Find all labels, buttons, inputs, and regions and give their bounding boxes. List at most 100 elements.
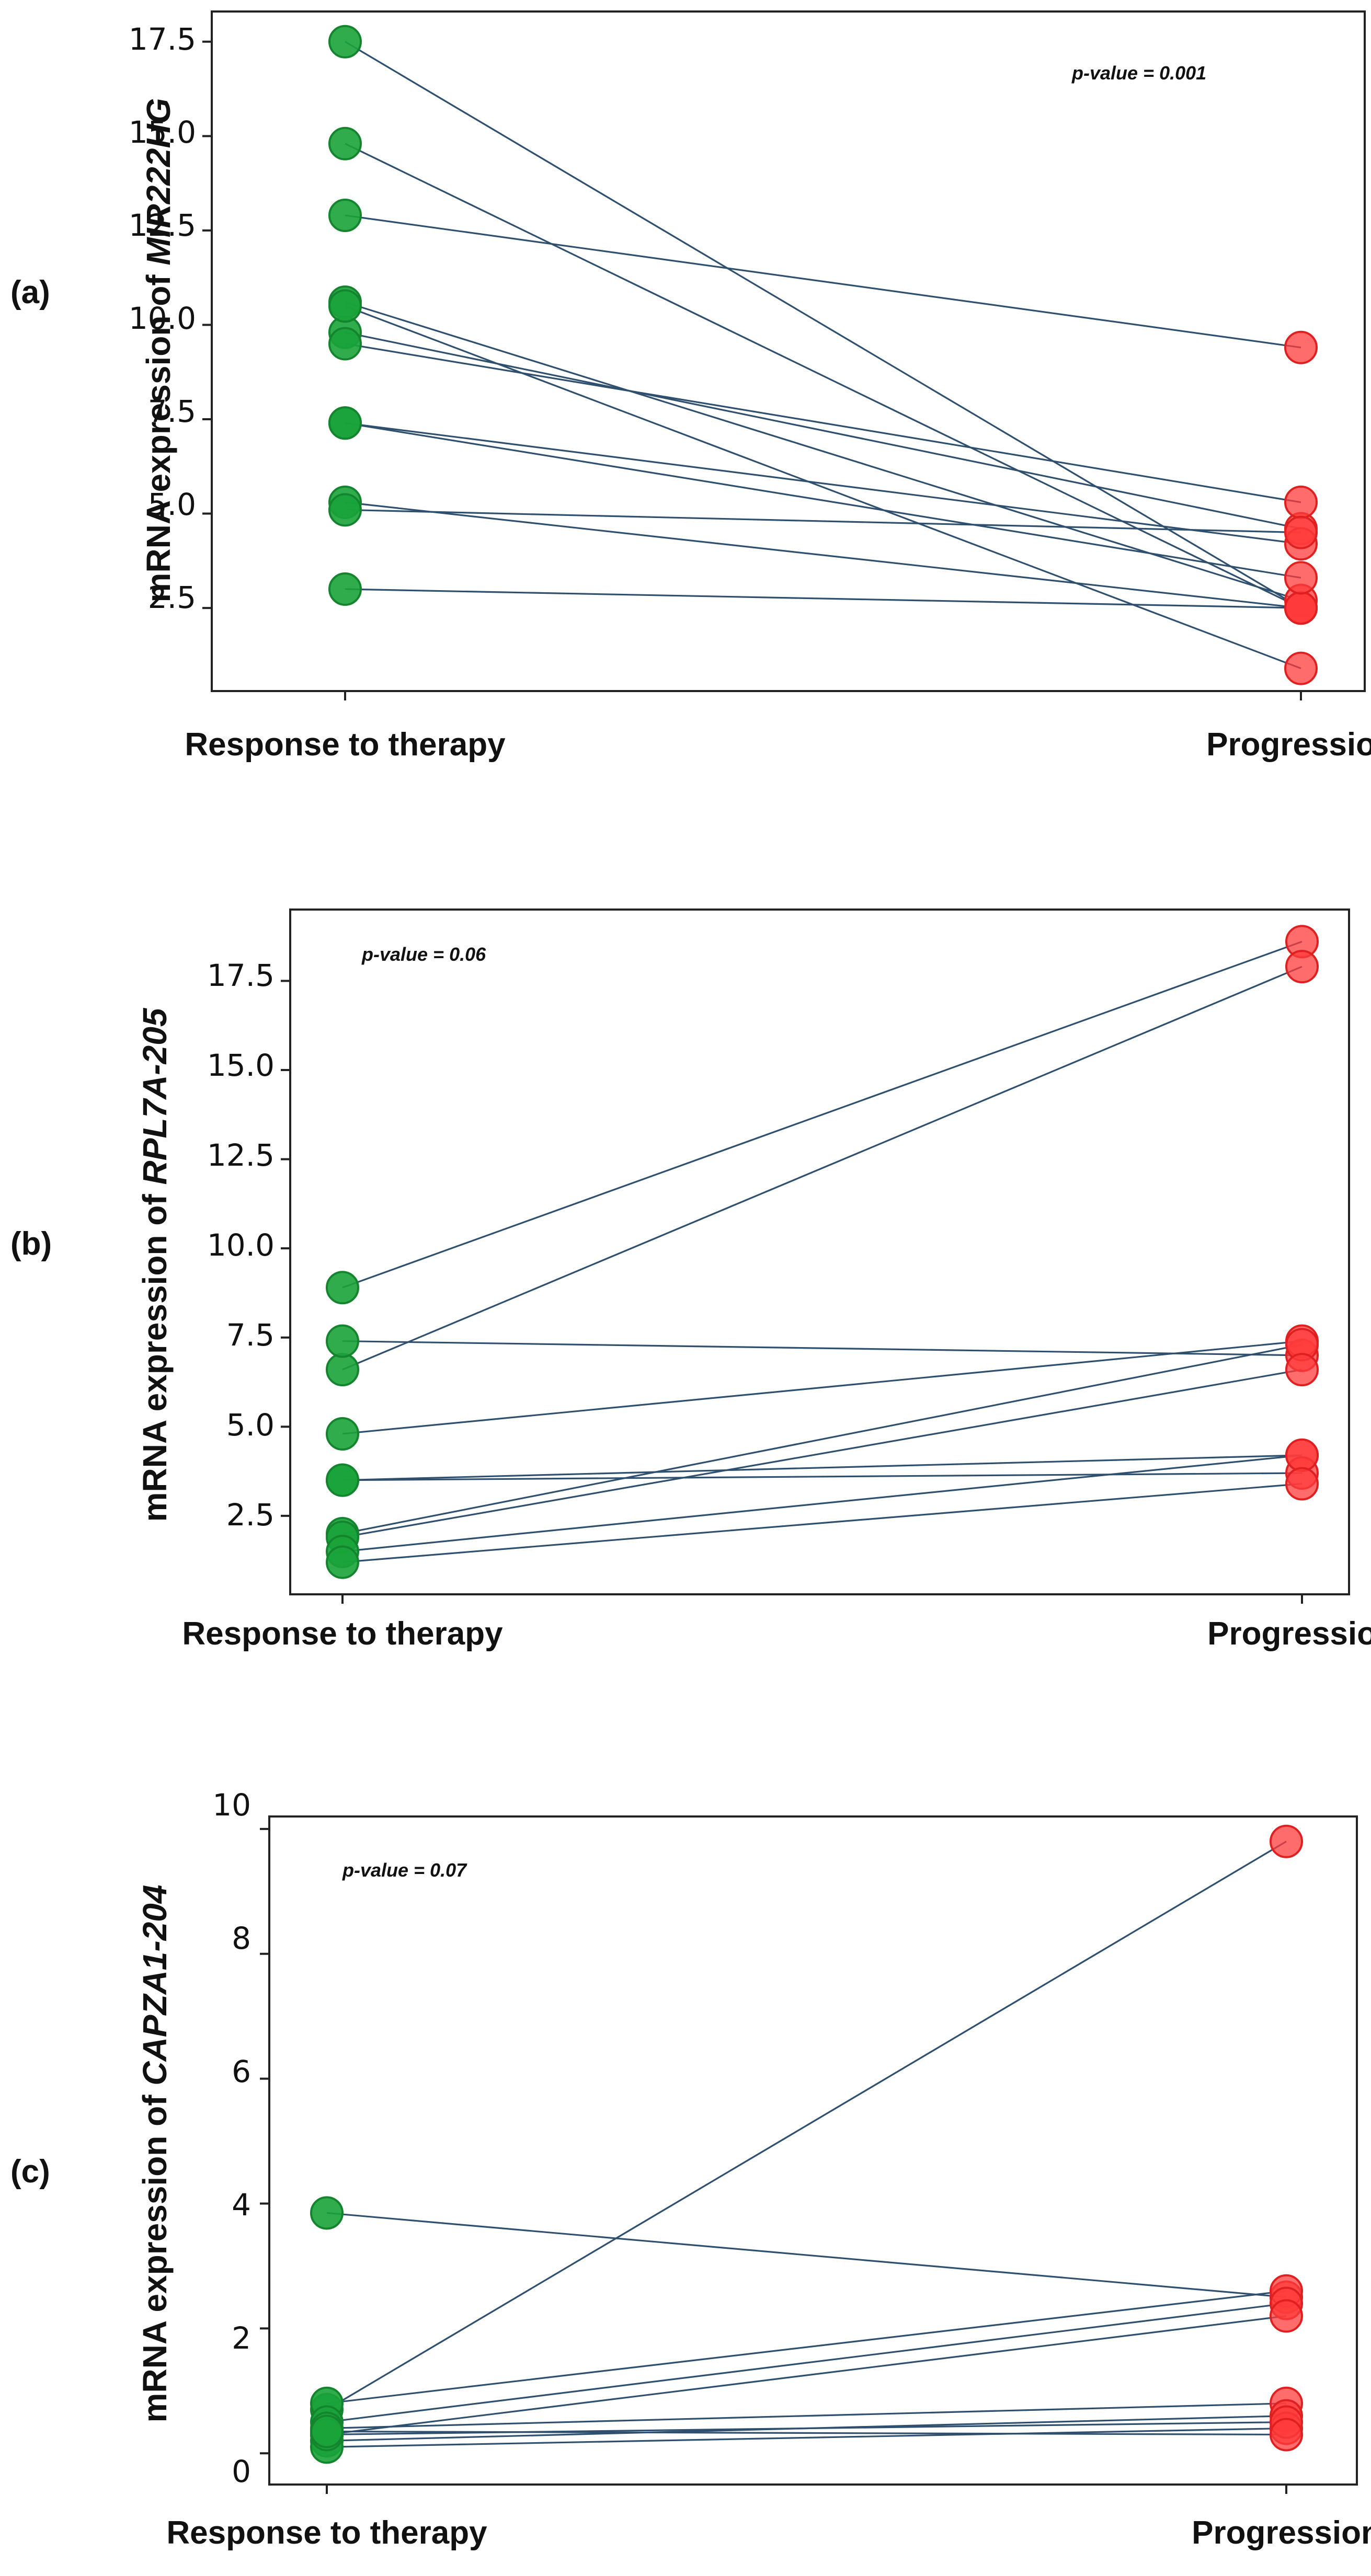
- y-tick-label: 6: [232, 2054, 251, 2089]
- response-point: [310, 2414, 344, 2448]
- pair-line: [326, 2212, 1287, 2298]
- pair-line: [342, 1368, 1303, 1538]
- y-tick-label: 7.5: [148, 394, 196, 429]
- y-tick-label: 2.5: [226, 1497, 275, 1533]
- x-category-label-progression: Progression: [1192, 2515, 1371, 2551]
- pair-line: [345, 501, 1301, 609]
- progression-point: [1270, 2299, 1303, 2333]
- response-point: [328, 493, 362, 527]
- pair-line: [345, 422, 1301, 545]
- p-value-annotation-c: p-value = 0.07: [342, 1859, 467, 1881]
- x-category-label-response: Response to therapy: [185, 727, 506, 763]
- pair-line: [345, 301, 1301, 602]
- response-point: [328, 126, 362, 160]
- y-tick-label: 15.0: [129, 114, 196, 150]
- y-tick-label: 10.0: [129, 301, 196, 336]
- response-point: [328, 25, 362, 59]
- panel-label-c: (c): [10, 2154, 50, 2190]
- panel-c: (c) mRNA expression of CAPZA1-204 p-valu…: [10, 1787, 1371, 2551]
- panel-b: (b) mRNA expression of RPL7A-205 p-value…: [10, 908, 1371, 1652]
- x-category-label-response: Response to therapy: [166, 2515, 487, 2551]
- plot-frame-b: [289, 908, 1350, 1595]
- y-tick-label: 2: [232, 2320, 251, 2356]
- y-tick-label: 12.5: [207, 1137, 275, 1173]
- pair-line: [342, 1454, 1303, 1552]
- plot-frame-c: [268, 1815, 1358, 2486]
- pair-line: [342, 1340, 1303, 1435]
- progression-point: [1284, 515, 1318, 549]
- pair-line: [345, 331, 1301, 530]
- progression-point: [1270, 2418, 1303, 2452]
- pair-line: [342, 1340, 1303, 1356]
- y-axis-label-a: mRNA expression of MIR222HG: [140, 98, 177, 603]
- pair-line: [342, 965, 1303, 1371]
- plot-frame-a: [211, 10, 1366, 692]
- panel-label-a: (a): [10, 274, 50, 310]
- pair-line: [326, 2290, 1287, 2405]
- progression-point: [1285, 1438, 1319, 1472]
- p-value-annotation-a: p-value = 0.001: [1071, 62, 1206, 84]
- x-category-label-response: Response to therapy: [182, 1616, 503, 1652]
- y-tick-label: 4: [232, 2187, 251, 2223]
- panel-label-b: (b): [10, 1226, 52, 1262]
- pair-line: [345, 342, 1301, 503]
- pair-line: [342, 1482, 1303, 1563]
- pair-line: [345, 143, 1301, 609]
- pair-line: [342, 940, 1303, 1289]
- y-tick-label: 12.5: [129, 208, 196, 243]
- progression-point: [1285, 1353, 1319, 1387]
- progression-point: [1285, 1467, 1319, 1501]
- response-point: [326, 1545, 359, 1579]
- y-tick-label: 10.0: [207, 1227, 275, 1263]
- y-tick-label: 2.5: [148, 580, 196, 615]
- panel-1-marks: [202, 25, 1318, 700]
- y-axis-label-c: mRNA expression of CAPZA1-204: [136, 1885, 174, 2423]
- y-tick-label: 5.0: [226, 1407, 275, 1443]
- chart-marks: [202, 25, 1319, 2494]
- y-tick-label: 5.0: [148, 487, 196, 522]
- pair-line: [345, 305, 1301, 670]
- p-value-annotation-b: p-value = 0.06: [361, 944, 486, 965]
- pair-line: [326, 2427, 1287, 2448]
- response-point: [328, 572, 362, 606]
- y-axis-label-b: mRNA expression of RPL7A-205: [136, 1007, 174, 1522]
- pair-line: [345, 422, 1301, 579]
- pair-line: [345, 588, 1301, 609]
- response-point: [326, 1417, 359, 1451]
- progression-point: [1284, 330, 1318, 364]
- response-point: [328, 327, 362, 361]
- y-tick-label: 10: [212, 1787, 251, 1823]
- pair-line: [326, 1841, 1287, 2411]
- response-point: [328, 289, 362, 323]
- progression-point: [1284, 561, 1318, 595]
- y-tick-label: 17.5: [207, 958, 275, 993]
- y-tick-label: 15.0: [207, 1048, 275, 1083]
- pair-line: [326, 2303, 1287, 2423]
- pair-line: [342, 1472, 1303, 1481]
- y-tick-label: 17.5: [129, 21, 196, 57]
- pair-line: [342, 1343, 1303, 1535]
- progression-point: [1285, 950, 1319, 984]
- y-tick-label: 8: [232, 1920, 251, 1956]
- response-point: [326, 1324, 359, 1358]
- response-point: [326, 1353, 359, 1387]
- y-tick-label: 0: [232, 2454, 251, 2489]
- response-point: [310, 2196, 344, 2230]
- response-point: [328, 199, 362, 232]
- pair-line: [326, 2315, 1287, 2436]
- panel-a: (a) mRNA expression of MIR222HG p-value …: [10, 10, 1371, 763]
- x-category-label-progression: Progression: [1207, 1616, 1371, 1652]
- y-tick-label: 7.5: [226, 1317, 275, 1353]
- pair-line: [345, 214, 1301, 349]
- response-point: [326, 1463, 359, 1497]
- panel-2-marks: [281, 925, 1319, 1604]
- pair-line: [342, 1454, 1303, 1481]
- progression-point: [1284, 591, 1318, 625]
- progression-point: [1284, 651, 1318, 685]
- progression-point: [1284, 485, 1318, 519]
- response-point: [328, 406, 362, 440]
- response-point: [326, 1271, 359, 1305]
- pair-line: [345, 41, 1301, 609]
- x-category-label-progression: Progression: [1206, 727, 1371, 763]
